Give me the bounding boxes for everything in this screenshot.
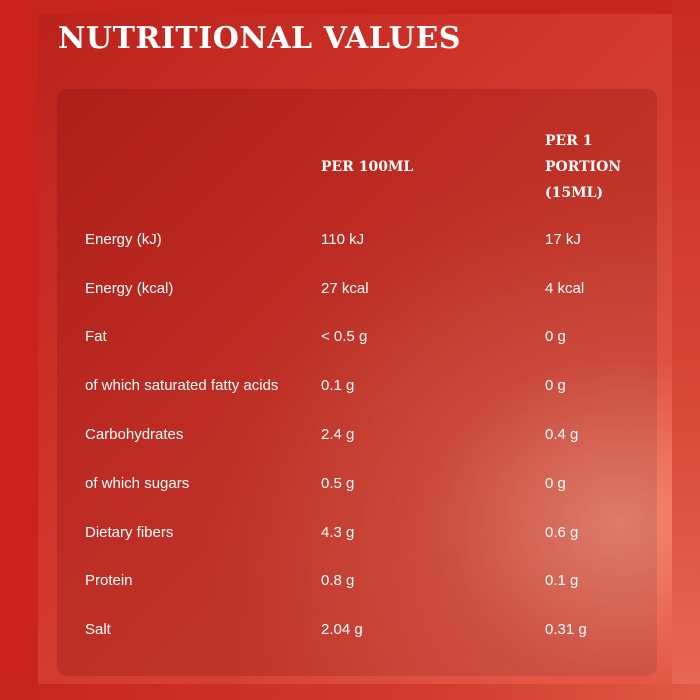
row-label: Energy (kcal) bbox=[85, 279, 174, 297]
row-per-portion: 0.31 g bbox=[545, 621, 587, 639]
frame-right bbox=[672, 0, 700, 700]
table-row: of which saturated fatty acids 0.1 g 0 g bbox=[85, 361, 655, 410]
row-label: of which saturated fatty acids bbox=[85, 377, 279, 395]
row-label: Carbohydrates bbox=[85, 426, 184, 444]
row-label: Fat bbox=[85, 328, 107, 346]
frame-left bbox=[0, 0, 38, 700]
row-per-portion: 0 g bbox=[545, 328, 566, 346]
row-label: of which sugars bbox=[85, 474, 190, 492]
header-per-portion-label: PER 1 PORTION (15ML) bbox=[545, 133, 622, 201]
row-per-100ml: 2.4 g bbox=[321, 426, 355, 444]
row-per-portion: 0 g bbox=[545, 377, 566, 395]
nutrition-panel: PER 100ML PER 1 PORTION (15ML) Energy (k… bbox=[57, 89, 657, 676]
row-per-100ml: 2.04 g bbox=[321, 621, 363, 639]
row-label: Protein bbox=[85, 572, 133, 590]
page-title: NUTRITIONAL VALUES bbox=[58, 21, 461, 56]
frame-top bbox=[0, 0, 700, 14]
row-label: Salt bbox=[85, 621, 111, 639]
row-per-100ml: 27 kcal bbox=[321, 279, 369, 297]
table-row: Energy (kcal) 27 kcal 4 kcal bbox=[85, 264, 655, 313]
nutrition-table: PER 100ML PER 1 PORTION (15ML) Energy (k… bbox=[85, 119, 655, 654]
row-per-portion: 0 g bbox=[545, 474, 566, 492]
row-per-portion: 17 kJ bbox=[545, 230, 581, 248]
row-per-100ml: < 0.5 g bbox=[321, 328, 368, 346]
table-row: Carbohydrates 2.4 g 0.4 g bbox=[85, 410, 655, 459]
row-per-100ml: 110 kJ bbox=[321, 230, 365, 248]
header-per-portion: PER 1 PORTION (15ML) bbox=[545, 119, 655, 215]
row-per-portion: 4 kcal bbox=[545, 279, 585, 297]
row-label: Energy (kJ) bbox=[85, 230, 162, 248]
table-row: Dietary fibers 4.3 g 0.6 g bbox=[85, 508, 655, 557]
row-per-100ml: 0.1 g bbox=[321, 377, 355, 395]
table-row: Protein 0.8 g 0.1 g bbox=[85, 557, 655, 606]
row-per-portion: 0.6 g bbox=[545, 523, 579, 541]
table-header-row: PER 100ML PER 1 PORTION (15ML) bbox=[85, 119, 655, 215]
header-nutrient bbox=[85, 119, 321, 215]
row-per-100ml: 0.5 g bbox=[321, 474, 355, 492]
row-per-portion: 0.4 g bbox=[545, 426, 579, 444]
header-per-100ml: PER 100ML bbox=[321, 159, 414, 175]
table-row: Energy (kJ) 110 kJ 17 kJ bbox=[85, 215, 655, 264]
table-row: Salt 2.04 g 0.31 g bbox=[85, 605, 655, 654]
row-per-100ml: 0.8 g bbox=[321, 572, 355, 590]
row-label: Dietary fibers bbox=[85, 523, 174, 541]
frame-bottom bbox=[0, 684, 700, 700]
table-row: of which sugars 0.5 g 0 g bbox=[85, 459, 655, 508]
row-per-portion: 0.1 g bbox=[545, 572, 579, 590]
row-per-100ml: 4.3 g bbox=[321, 523, 355, 541]
table-row: Fat < 0.5 g 0 g bbox=[85, 313, 655, 362]
